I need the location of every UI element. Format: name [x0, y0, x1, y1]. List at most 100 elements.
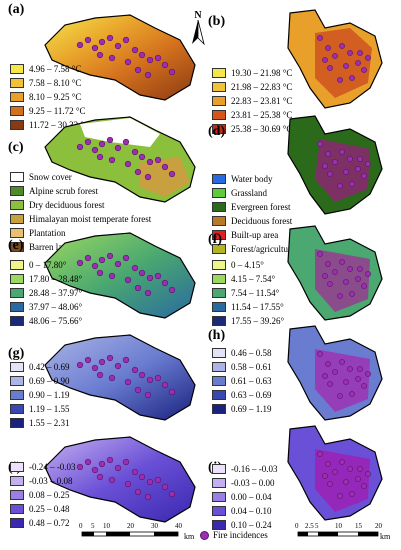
fire-point [332, 469, 338, 475]
scale-tick-label: 10 [335, 522, 342, 530]
legend-text: 22.83 – 23.81 °C [231, 96, 293, 106]
fire-point [124, 58, 132, 66]
scale-bar-left [80, 520, 190, 544]
legend-item: 0.58 – 0.61 [212, 360, 272, 374]
legend-text: -0.16 – -0.03 [231, 464, 278, 474]
fire-point [355, 60, 361, 66]
fire-point [339, 359, 345, 365]
fire-point [325, 461, 331, 467]
fire-point [98, 38, 106, 46]
fire-legend: Fire incidences [200, 530, 268, 540]
fire-point [168, 170, 176, 178]
fire-point [134, 488, 142, 496]
legend-swatch [10, 288, 24, 298]
legend-h: 0.46 – 0.58 0.58 – 0.61 0.61 – 0.63 0.63 – … [212, 346, 272, 416]
fire-point [131, 468, 139, 476]
legend-text: 0.61 – 0.63 [231, 376, 272, 386]
fire-point [322, 273, 328, 279]
legend-item: 0.69 – 1.19 [212, 402, 272, 416]
fire-point [365, 271, 371, 277]
legend-text: 8.10 – 9.25 °C [29, 92, 82, 102]
legend-item: Barren land [10, 240, 151, 254]
scale-tick-label: 0 [295, 522, 299, 530]
fire-point [106, 354, 114, 362]
fire-point [108, 54, 116, 62]
fire-point [168, 68, 176, 76]
fire-point [349, 491, 355, 497]
legend-item: 48.06 – 75.66° [10, 314, 82, 328]
fire-point [327, 381, 333, 387]
legend-item: 0.00 – 0.04 [212, 490, 278, 504]
fire-point [343, 63, 349, 69]
fire-point [84, 36, 92, 44]
legend-swatch [10, 504, 24, 514]
fire-point [96, 269, 104, 277]
fire-point [98, 256, 106, 264]
legend-text: Water body [231, 174, 273, 184]
legend-swatch [10, 274, 24, 284]
fire-point [96, 473, 104, 481]
legend-text: Alpine scrub forest [29, 186, 98, 196]
fire-point [327, 65, 333, 71]
fire-point [124, 480, 132, 488]
legend-b: 19.30 – 21.98 °C 21.98 – 22.83 °C 22.83 – … [212, 66, 292, 136]
legend-item: Himalayan moist temperate forest [10, 212, 151, 226]
legend-item: 11.54 – 17.55° [212, 300, 284, 314]
legend-item: 0.61 – 0.63 [212, 374, 272, 388]
legend-swatch [212, 174, 226, 184]
legend-item: 0 – 4.15° [212, 258, 284, 272]
fire-point [98, 140, 106, 148]
legend-swatch [212, 362, 226, 372]
fire-point [322, 163, 328, 169]
fire-point [138, 269, 146, 277]
legend-swatch [212, 216, 226, 226]
legend-item: 0.10 – 0.24 [212, 518, 278, 532]
legend-text: 0.08 – 0.25 [29, 490, 70, 500]
legend-a: 4.96 – 7.58 °C 7.58 – 8.10 °C 8.10 – 9.25 … [10, 62, 90, 132]
panel-label: (e) [8, 238, 24, 253]
scale-bar-right-svg [297, 531, 379, 537]
legend-item: 21.98 – 22.83 °C [212, 80, 292, 94]
fire-point [357, 466, 363, 472]
legend-swatch [212, 230, 226, 240]
fire-point [339, 259, 345, 265]
scale-tick-label: 30 [151, 522, 158, 530]
legend-text: 17.80 – 28.48° [29, 274, 83, 284]
fire-point [154, 476, 162, 484]
map-a [44, 14, 196, 101]
fire-point [76, 143, 84, 151]
legend-text: 4.15 – 7.54° [231, 274, 276, 284]
fire-point [361, 383, 367, 389]
legend-text: 0.10 – 0.24 [231, 520, 272, 530]
legend-swatch [10, 92, 24, 102]
fire-point [357, 50, 363, 56]
fire-point [114, 42, 122, 50]
legend-swatch [212, 68, 226, 78]
legend-swatch [212, 274, 226, 284]
fire-point [349, 391, 355, 397]
fire-point [144, 71, 152, 79]
fire-point [337, 293, 343, 299]
fire-point [131, 366, 139, 374]
legend-item: 19.30 – 21.98 °C [212, 66, 292, 80]
fire-point [114, 464, 122, 472]
fire-point [337, 183, 343, 189]
fire-point [84, 356, 92, 364]
legend-swatch [10, 390, 24, 400]
fire-point [322, 373, 328, 379]
fire-point [122, 356, 130, 364]
fire-point [361, 283, 367, 289]
fire-point [349, 291, 355, 297]
fire-point [144, 173, 152, 181]
legend-swatch [10, 476, 24, 486]
legend-text: -0.03 – 0.08 [29, 476, 73, 486]
fire-point [365, 371, 371, 377]
legend-text: 0 – 4.15° [231, 260, 264, 270]
fire-point [361, 173, 367, 179]
legend-text: 37.97 – 48.06° [29, 302, 83, 312]
legend-item: 0.48 – 0.72 [10, 516, 76, 530]
legend-text: 0.48 – 0.72 [29, 518, 70, 528]
map-c [44, 116, 196, 203]
legend-text: 7.54 – 11.54° [231, 288, 280, 298]
fire-point [106, 456, 114, 464]
